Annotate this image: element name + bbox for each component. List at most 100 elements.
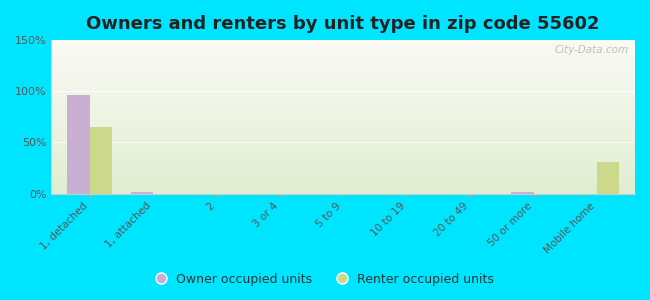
- Bar: [51, 52, 635, 53]
- Bar: [51, 120, 635, 121]
- Bar: [51, 47, 635, 48]
- Bar: [51, 82, 635, 83]
- Bar: [51, 142, 635, 143]
- Bar: [51, 97, 635, 98]
- Bar: [51, 42, 635, 43]
- Bar: [51, 114, 635, 115]
- Bar: [51, 177, 635, 178]
- Bar: [51, 106, 635, 107]
- Bar: [51, 85, 635, 86]
- Bar: [51, 176, 635, 177]
- Bar: [51, 72, 635, 73]
- Bar: [51, 156, 635, 157]
- Bar: [51, 145, 635, 146]
- Bar: [51, 117, 635, 118]
- Bar: [51, 192, 635, 193]
- Bar: [51, 107, 635, 108]
- Bar: [51, 167, 635, 168]
- Bar: [51, 68, 635, 69]
- Bar: [51, 165, 635, 166]
- Bar: [90, 127, 112, 194]
- Bar: [51, 65, 635, 66]
- Bar: [51, 155, 635, 156]
- Bar: [51, 148, 635, 149]
- Bar: [51, 61, 635, 62]
- Bar: [51, 45, 635, 46]
- Bar: [51, 85, 635, 86]
- Bar: [51, 71, 635, 72]
- Bar: [51, 173, 635, 174]
- Bar: [51, 92, 635, 93]
- Bar: [51, 141, 635, 142]
- Bar: [51, 81, 635, 82]
- Bar: [51, 153, 635, 154]
- Bar: [51, 157, 635, 158]
- Bar: [51, 183, 635, 184]
- Bar: [51, 138, 635, 139]
- Bar: [51, 118, 635, 119]
- Bar: [51, 73, 635, 74]
- Bar: [51, 135, 635, 136]
- Bar: [51, 113, 635, 114]
- Bar: [51, 69, 635, 70]
- Bar: [51, 75, 635, 76]
- Bar: [51, 40, 635, 41]
- Text: City-Data.com: City-Data.com: [555, 45, 629, 55]
- Bar: [51, 100, 635, 101]
- Bar: [51, 131, 635, 132]
- Bar: [51, 170, 635, 171]
- Bar: [51, 60, 635, 61]
- Bar: [51, 61, 635, 62]
- Bar: [51, 48, 635, 49]
- Bar: [51, 74, 635, 75]
- Bar: [51, 152, 635, 153]
- Bar: [51, 193, 635, 194]
- Title: Owners and renters by unit type in zip code 55602: Owners and renters by unit type in zip c…: [86, 15, 600, 33]
- Bar: [51, 110, 635, 111]
- Bar: [51, 63, 635, 64]
- Bar: [51, 151, 635, 152]
- Bar: [51, 49, 635, 50]
- Bar: [51, 124, 635, 125]
- Bar: [51, 166, 635, 167]
- Bar: [68, 95, 90, 194]
- Bar: [51, 133, 635, 134]
- Bar: [51, 86, 635, 87]
- Bar: [51, 50, 635, 51]
- Bar: [51, 181, 635, 182]
- Bar: [51, 88, 635, 89]
- Bar: [51, 80, 635, 81]
- Bar: [51, 122, 635, 123]
- Bar: [51, 139, 635, 140]
- Bar: [51, 89, 635, 90]
- Bar: [51, 118, 635, 119]
- Bar: [51, 44, 635, 45]
- Bar: [51, 105, 635, 106]
- Bar: [51, 123, 635, 124]
- Bar: [51, 137, 635, 138]
- Bar: [51, 102, 635, 103]
- Bar: [51, 112, 635, 113]
- Bar: [51, 53, 635, 54]
- Bar: [51, 154, 635, 155]
- Bar: [51, 179, 635, 180]
- Bar: [51, 111, 635, 112]
- Bar: [51, 70, 635, 71]
- Bar: [51, 109, 635, 110]
- Bar: [51, 175, 635, 176]
- Bar: [51, 83, 635, 84]
- Bar: [51, 66, 635, 67]
- Bar: [51, 190, 635, 191]
- Bar: [51, 87, 635, 88]
- Bar: [51, 186, 635, 187]
- Bar: [51, 98, 635, 99]
- Bar: [51, 147, 635, 148]
- Bar: [51, 126, 635, 127]
- Bar: [51, 115, 635, 116]
- Bar: [51, 143, 635, 144]
- Bar: [51, 159, 635, 160]
- Bar: [51, 99, 635, 100]
- Bar: [51, 130, 635, 131]
- Bar: [51, 162, 635, 163]
- Bar: [51, 76, 635, 77]
